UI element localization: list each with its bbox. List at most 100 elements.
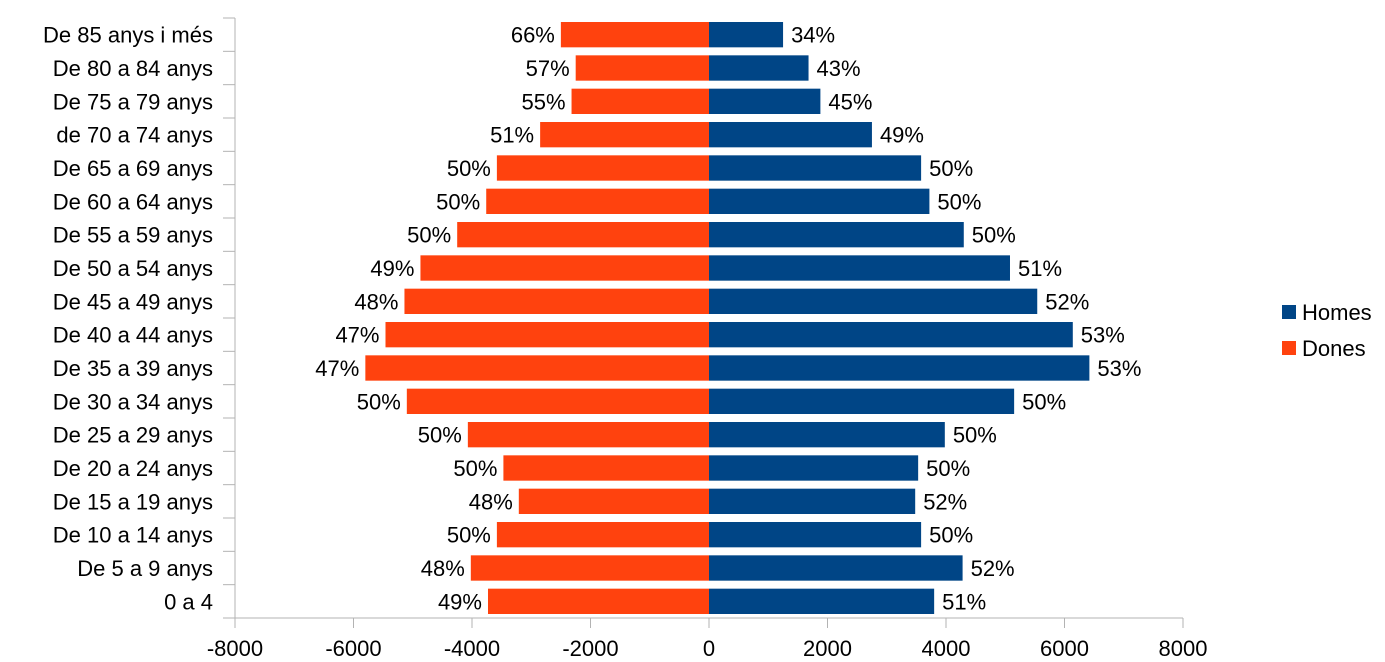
data-label-dones: 50% [447, 156, 491, 181]
data-label-dones: 50% [436, 189, 480, 214]
category-label: De 10 a 14 anys [53, 523, 213, 548]
data-label-dones: 50% [418, 423, 462, 448]
category-label: De 50 a 54 anys [53, 256, 213, 281]
data-label-homes: 50% [937, 189, 981, 214]
x-tick-label: 0 [703, 636, 715, 661]
bar-dones [503, 455, 709, 481]
data-label-dones: 51% [490, 123, 534, 148]
x-tick-label: 4000 [922, 636, 971, 661]
legend-label-dones: Dones [1302, 336, 1366, 361]
data-label-dones: 47% [315, 356, 359, 381]
bar-homes [709, 55, 809, 81]
bar-homes [709, 188, 930, 214]
category-label: de 70 a 74 anys [56, 123, 213, 148]
x-tick-label: -2000 [562, 636, 618, 661]
data-label-homes: 53% [1081, 323, 1125, 348]
bar-dones [406, 388, 709, 414]
category-label: De 15 a 19 anys [53, 489, 213, 514]
x-tick-label: -6000 [325, 636, 381, 661]
legend-swatch-dones [1282, 341, 1296, 355]
chart-axes: -8000 -6000 -4000 -2000 0 2000 4000 6000 8000 0 a… [43, 17, 1208, 661]
category-label: De 80 a 84 anys [53, 56, 213, 81]
data-label-homes: 43% [817, 56, 861, 81]
data-label-dones: 48% [354, 289, 398, 314]
x-tick-label: 8000 [1159, 636, 1208, 661]
data-label-dones: 48% [421, 556, 465, 581]
data-label-homes: 50% [972, 223, 1016, 248]
bar-homes [709, 422, 945, 448]
data-label-homes: 51% [1018, 256, 1062, 281]
x-tick-label: 6000 [1040, 636, 1089, 661]
bar-dones [365, 355, 709, 381]
category-label: De 75 a 79 anys [53, 89, 213, 114]
data-label-dones: 55% [521, 89, 565, 114]
bar-homes [709, 355, 1090, 381]
category-label: 0 a 4 [164, 589, 213, 614]
bar-dones [385, 322, 709, 348]
data-label-homes: 49% [880, 123, 924, 148]
bar-dones [496, 155, 709, 181]
bar-homes [709, 288, 1038, 314]
bar-homes [709, 522, 922, 548]
data-label-dones: 49% [370, 256, 414, 281]
data-label-dones: 50% [453, 456, 497, 481]
legend-label-homes: Homes [1302, 300, 1372, 325]
bar-dones [404, 288, 709, 314]
data-label-dones: 49% [438, 589, 482, 614]
chart-bars [365, 22, 1090, 614]
bar-homes [709, 255, 1010, 281]
chart-data-labels: 51%52%50%52%50%50%50%53%53%52%51%50%50%5… [315, 23, 1141, 615]
data-label-homes: 51% [942, 589, 986, 614]
category-label: De 85 anys i més [43, 23, 213, 48]
data-label-dones: 50% [407, 223, 451, 248]
bar-dones [470, 555, 709, 581]
data-label-homes: 50% [1022, 389, 1066, 414]
bar-dones [571, 88, 709, 114]
data-label-dones: 47% [335, 323, 379, 348]
data-label-homes: 34% [791, 23, 835, 48]
bar-homes [709, 322, 1073, 348]
data-label-dones: 57% [526, 56, 570, 81]
category-label: De 30 a 34 anys [53, 389, 213, 414]
bar-homes [709, 488, 916, 514]
legend-swatch-homes [1282, 305, 1296, 319]
data-label-homes: 52% [923, 489, 967, 514]
bar-homes [709, 222, 964, 248]
data-label-homes: 50% [926, 456, 970, 481]
x-tick-label: -8000 [207, 636, 263, 661]
bar-dones [518, 488, 709, 514]
data-label-homes: 45% [828, 89, 872, 114]
x-tick-label: -4000 [444, 636, 500, 661]
bar-homes [709, 588, 935, 614]
bar-homes [709, 155, 922, 181]
bar-dones [496, 522, 709, 548]
bar-dones [457, 222, 709, 248]
data-label-homes: 53% [1097, 356, 1141, 381]
bar-dones [487, 588, 709, 614]
data-label-dones: 48% [469, 489, 513, 514]
data-label-dones: 50% [357, 389, 401, 414]
category-label: De 35 a 39 anys [53, 356, 213, 381]
data-label-homes: 52% [971, 556, 1015, 581]
bar-dones [575, 55, 709, 81]
data-label-homes: 50% [953, 423, 997, 448]
x-tick-label: 2000 [803, 636, 852, 661]
chart-legend: Homes Dones [1282, 300, 1372, 361]
bar-homes [709, 555, 963, 581]
category-label: De 5 a 9 anys [77, 556, 213, 581]
bar-dones [540, 122, 709, 148]
data-label-dones: 50% [447, 523, 491, 548]
data-label-homes: 52% [1045, 289, 1089, 314]
bar-homes [709, 455, 919, 481]
data-label-homes: 50% [929, 156, 973, 181]
category-label: De 25 a 29 anys [53, 423, 213, 448]
bar-dones [467, 422, 709, 448]
category-label: De 60 a 64 anys [53, 189, 213, 214]
bar-homes [709, 22, 784, 48]
category-label: De 65 a 69 anys [53, 156, 213, 181]
bar-homes [709, 388, 1015, 414]
bar-dones [420, 255, 709, 281]
category-label: De 55 a 59 anys [53, 223, 213, 248]
bar-dones [560, 22, 709, 48]
